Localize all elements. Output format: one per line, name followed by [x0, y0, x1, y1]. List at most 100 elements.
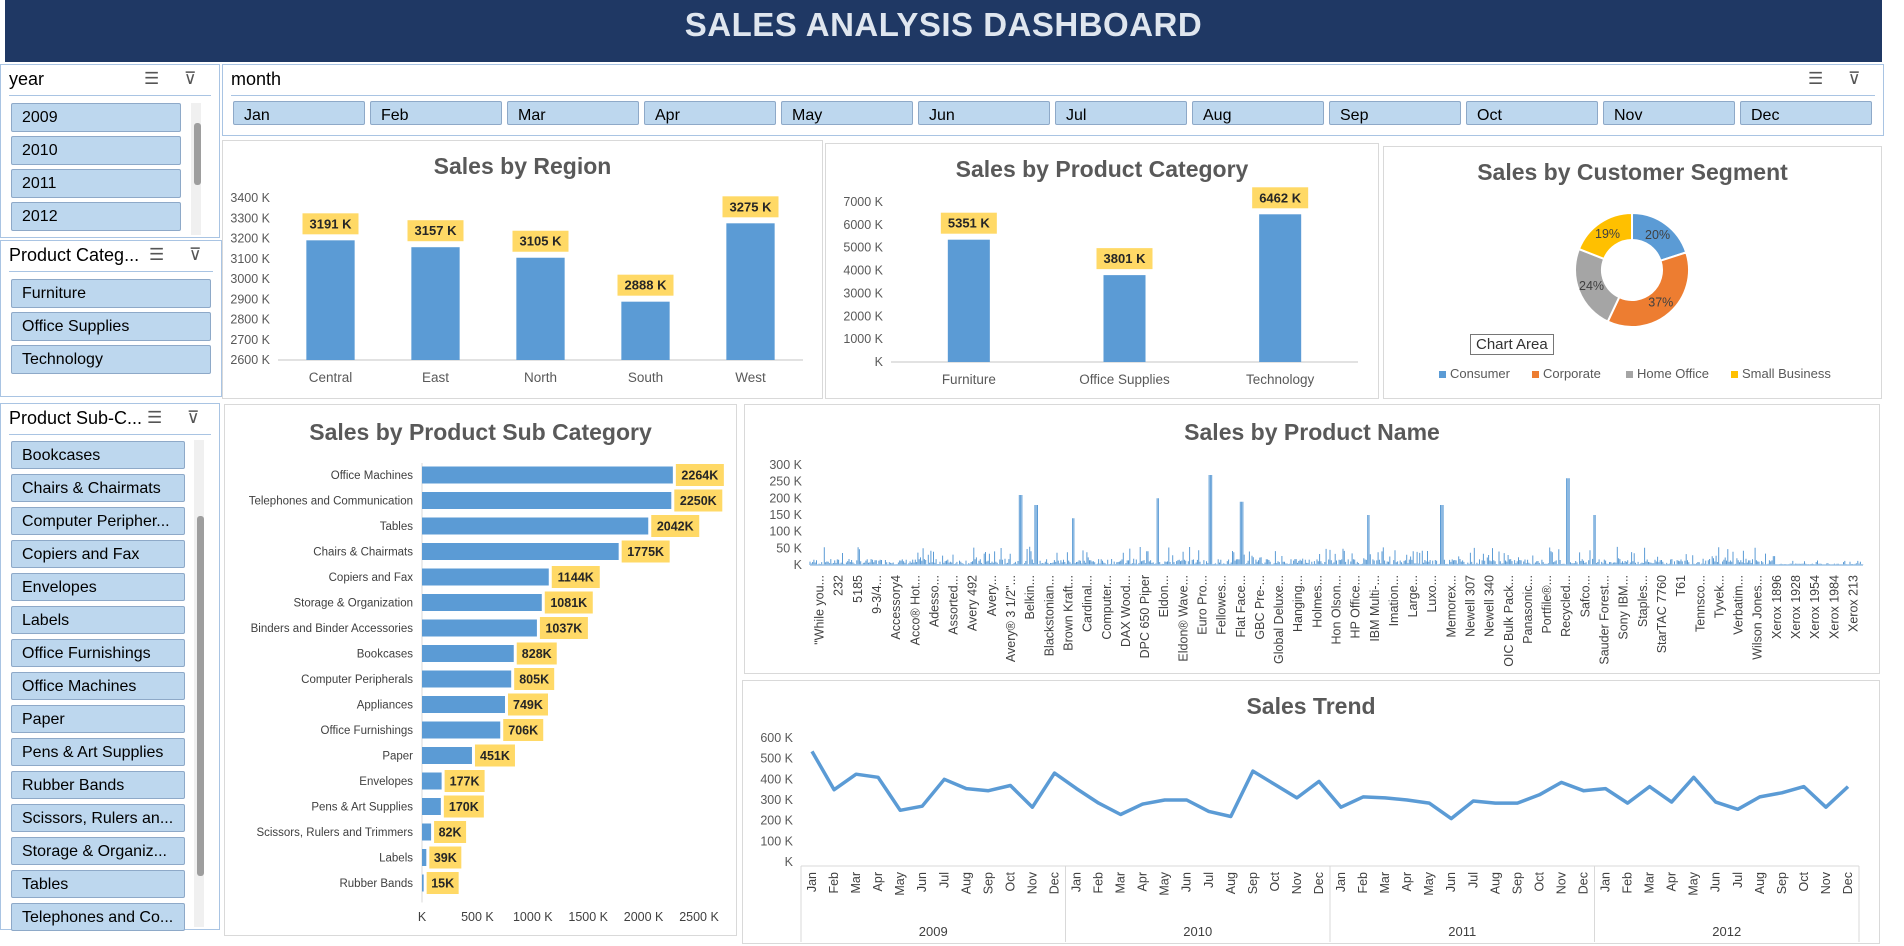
slicer-item-sep[interactable]: Sep [1329, 101, 1461, 125]
slicer-item-office-machines[interactable]: Office Machines [11, 672, 185, 700]
x-tick-label: Acco® Hot... [908, 575, 922, 645]
data-label-bg [651, 515, 700, 537]
y-tick-label: 100 K [769, 525, 802, 539]
slicer-item-tables[interactable]: Tables [11, 870, 185, 898]
slicer-item-may[interactable]: May [781, 101, 913, 125]
x-tick-label: Accessory4 [889, 575, 903, 640]
data-label-bg [617, 274, 674, 296]
data-label-bg [444, 770, 485, 792]
slicer-item-feb[interactable]: Feb [370, 101, 502, 125]
month-tick-label: Jan [1599, 872, 1613, 892]
month-tick-label: Jan [1070, 872, 1084, 892]
y-tick-label: K [794, 558, 803, 572]
x-tick-label: 232 [832, 575, 846, 596]
category-chart-title: Sales by Product Category [955, 156, 1249, 182]
slicer-item-dec[interactable]: Dec [1740, 101, 1872, 125]
data-label-bg [621, 540, 670, 563]
data-label: 2042K [657, 520, 694, 534]
bar-south [621, 301, 670, 360]
data-label-bg [674, 489, 723, 512]
data-label: 3105 K [520, 234, 563, 249]
slicer-item-paper[interactable]: Paper [11, 705, 185, 733]
multi-select-icon[interactable]: ☰ [147, 408, 163, 427]
x-tick-label: "While you... [813, 575, 827, 645]
data-label: 2888 K [625, 278, 668, 293]
product-chart-panel: Sales by Product Name K 50 K 100 K 150 K 200… [744, 404, 1880, 674]
month-tick-label: Jun [1444, 872, 1458, 892]
data-label: 177K [450, 775, 480, 789]
slicer-item-jul[interactable]: Jul [1055, 101, 1187, 125]
month-tick-label: Nov [1554, 871, 1568, 894]
month-tick-label: Dec [1841, 872, 1855, 894]
year-scroll-thumb[interactable] [194, 123, 201, 185]
month-tick-label: Apr [1665, 872, 1679, 891]
slicer-item-envelopes[interactable]: Envelopes [11, 573, 185, 601]
slicer-item-2010[interactable]: 2010 [11, 136, 181, 165]
data-label: 5351 K [948, 216, 991, 231]
slicer-item-office-furnishings[interactable]: Office Furnishings [11, 639, 185, 667]
data-label-bg [503, 719, 544, 741]
bar-office-machines [422, 466, 673, 484]
subcategory-scroll-thumb[interactable] [197, 516, 204, 876]
slicer-item-jun[interactable]: Jun [918, 101, 1050, 125]
slicer-item-apr[interactable]: Apr [644, 101, 776, 125]
slicer-item-office-supplies[interactable]: Office Supplies [11, 312, 211, 341]
x-tick-label: 9-3/4... [870, 575, 884, 614]
slicer-item-jan[interactable]: Jan [233, 101, 365, 125]
slicer-item-2009[interactable]: 2009 [11, 103, 181, 132]
slicer-item-storage-organiz[interactable]: Storage & Organiz... [11, 837, 185, 865]
year-slicer-header: year [9, 69, 45, 89]
category-label: Computer Peripherals [301, 674, 413, 686]
slicer-item-labels[interactable]: Labels [11, 606, 185, 634]
product-bars [809, 475, 1864, 565]
clear-filter-icon[interactable]: ⊽ [1848, 69, 1861, 88]
slicer-item-rubber-bands[interactable]: Rubber Bands [11, 771, 185, 799]
data-label-bg [514, 668, 555, 690]
y-tick-label: 2000 K [843, 309, 883, 323]
month-tick-label: Aug [1488, 872, 1502, 894]
x-tick-label: 1500 K [568, 910, 608, 924]
slicer-item-mar[interactable]: Mar [507, 101, 639, 125]
multi-select-icon[interactable]: ☰ [149, 245, 165, 264]
y-tick-label: 2700 K [230, 333, 270, 347]
slicer-item-oct[interactable]: Oct [1466, 101, 1598, 125]
slicer-item-bookcases[interactable]: Bookcases [11, 441, 185, 469]
month-tick-label: Feb [1356, 872, 1370, 894]
clear-filter-icon[interactable]: ⊽ [187, 408, 200, 427]
slicer-item-pens-art-supplies[interactable]: Pens & Art Supplies [11, 738, 185, 766]
clear-filter-icon[interactable]: ⊽ [184, 69, 197, 88]
y-tick-label: 3200 K [230, 232, 270, 246]
data-label-bg [516, 642, 557, 665]
x-tick-label: Avery... [985, 575, 999, 616]
slicer-item-chairs-chairmats[interactable]: Chairs & Chairmats [11, 474, 185, 502]
slicer-item-scissors-rulers-an[interactable]: Scissors, Rulers an... [11, 804, 185, 832]
y-tick-label: 50 K [776, 541, 802, 555]
y-tick-label: 5000 K [843, 241, 883, 255]
x-tick-label: 2500 K [679, 910, 719, 924]
x-tick-label: Xerox 213 [1846, 575, 1860, 632]
x-tick-label: Sony IBM... [1617, 575, 1631, 640]
slicer-item-aug[interactable]: Aug [1192, 101, 1324, 125]
category-label: Labels [379, 853, 413, 865]
data-label-bg [426, 872, 459, 894]
slicer-item-2012[interactable]: 2012 [11, 202, 181, 231]
month-tick-label: Jun [915, 872, 929, 892]
slicer-item-computer-peripher[interactable]: Computer Peripher... [11, 507, 185, 535]
multi-select-icon[interactable]: ☰ [1808, 69, 1824, 88]
product-chart-title: Sales by Product Name [1184, 419, 1440, 445]
slicer-item-nov[interactable]: Nov [1603, 101, 1735, 125]
data-label: 82K [439, 826, 462, 840]
bar-labels [422, 849, 427, 866]
slicer-item-telephones-and-co[interactable]: Telephones and Co... [11, 903, 185, 931]
x-tick-label: Hanging... [1291, 575, 1305, 632]
data-label: 3157 K [415, 223, 458, 238]
slicer-item-copiers-and-fax[interactable]: Copiers and Fax [11, 540, 185, 568]
clear-filter-icon[interactable]: ⊽ [189, 245, 202, 264]
slicer-item-2011[interactable]: 2011 [11, 169, 181, 198]
bar-tables [422, 517, 649, 535]
x-tick-label: Wilson Jones... [1751, 575, 1765, 660]
slicer-item-furniture[interactable]: Furniture [11, 279, 211, 308]
slicer-item-technology[interactable]: Technology [11, 345, 211, 374]
multi-select-icon[interactable]: ☰ [144, 69, 160, 88]
x-tick-label: Flat Face... [1234, 575, 1248, 638]
